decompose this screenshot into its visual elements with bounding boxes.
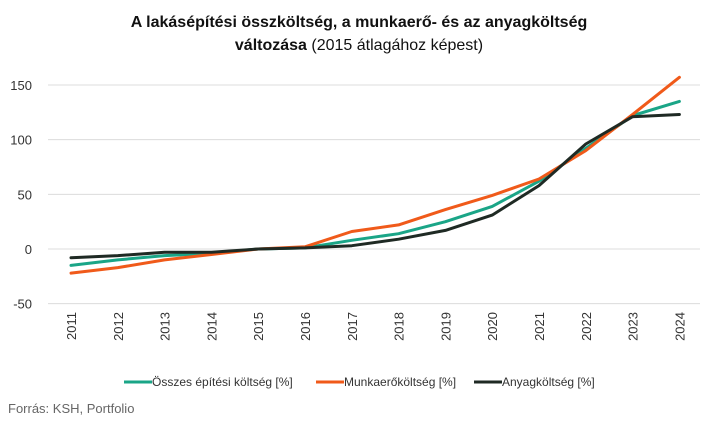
y-tick-label: 0 <box>25 242 32 257</box>
x-tick-label: 2017 <box>345 312 360 341</box>
grid-lines <box>48 84 700 305</box>
x-tick-label: 2013 <box>158 312 173 341</box>
y-tick-label: 100 <box>10 133 32 148</box>
series-lines <box>69 75 681 275</box>
x-tick-label: 2016 <box>298 312 313 341</box>
legend-label-3: Anyagköltség [%] <box>502 375 595 389</box>
x-tick-label: 2014 <box>204 312 219 341</box>
x-tick-label: 2019 <box>438 312 453 341</box>
series-line-2 <box>69 75 681 275</box>
y-tick-label: 150 <box>10 78 32 93</box>
x-tick-label: 2020 <box>485 312 500 341</box>
source-note: Forrás: KSH, Portfolio <box>8 401 134 416</box>
y-axis-ticks: -50 0 50 100 150 <box>10 78 32 312</box>
chart-title-line2-normal: (2015 átlagához képest) <box>307 37 483 54</box>
x-tick-label: 2011 <box>64 312 79 340</box>
x-tick-label: 2023 <box>626 312 641 341</box>
x-tick-label: 2021 <box>532 312 547 341</box>
legend-label-2: Munkaerőköltség [%] <box>344 375 456 389</box>
x-axis-ticks: 2011 2012 2013 2014 2015 2016 2017 2018 2019 2020… <box>64 312 687 341</box>
y-tick-label: -50 <box>13 297 32 312</box>
x-tick-label: 2012 <box>111 312 126 341</box>
series-line-3 <box>69 113 681 260</box>
chart-title-line1: A lakásépítési összköltség, a munkaerő- … <box>131 14 587 31</box>
x-tick-label: 2024 <box>672 312 687 341</box>
y-tick-label: 50 <box>18 187 32 202</box>
chart-title-line2-bold: változása <box>235 37 307 54</box>
series-line-1 <box>69 99 681 267</box>
x-tick-label: 2022 <box>579 312 594 341</box>
chart-title-line2: változása (2015 átlagához képest) <box>235 37 483 54</box>
legend: Összes építési költség [%] Munkaerőköltsé… <box>124 375 595 389</box>
x-tick-label: 2015 <box>251 312 266 341</box>
legend-label-1: Összes építési költség [%] <box>152 375 293 389</box>
x-tick-label: 2018 <box>392 312 407 341</box>
